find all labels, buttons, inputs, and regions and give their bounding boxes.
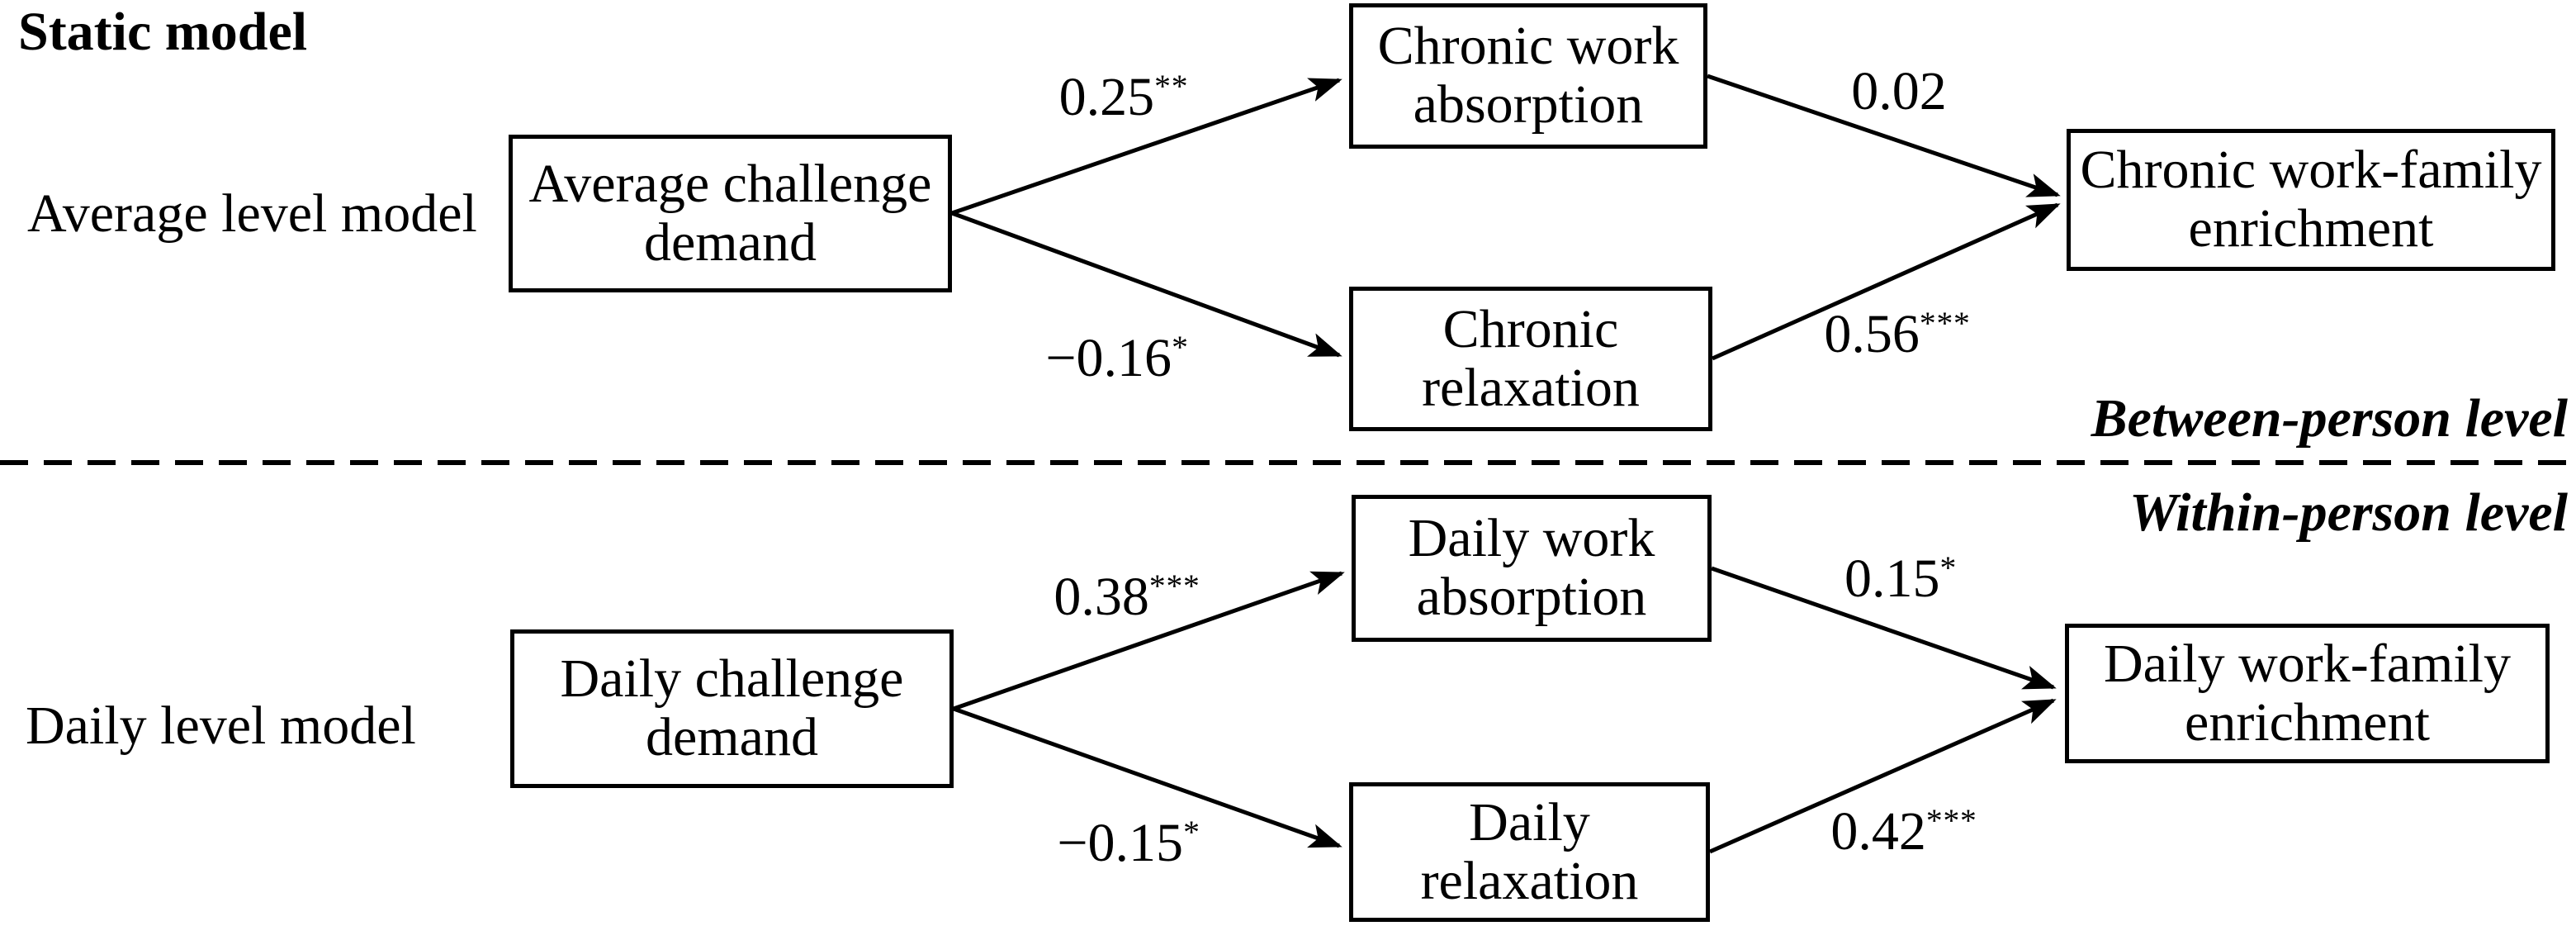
daily-challenge-demand-label: Daily challenge demand xyxy=(560,648,904,767)
chronic-relaxation-box: Chronic relaxation xyxy=(1349,287,1712,431)
chronic-work-absorption-label: Chronic work absorption xyxy=(1377,16,1679,135)
daily-work-absorption-box: Daily work absorption xyxy=(1352,495,1712,642)
coef-value: 0.38 xyxy=(1054,567,1149,627)
coef-value: −0.16 xyxy=(1045,328,1172,388)
average-model-row-label: Average level model xyxy=(27,183,477,244)
coef-significance: *** xyxy=(1148,567,1200,605)
coef-value: 0.25 xyxy=(1058,67,1155,127)
coef-significance: * xyxy=(1172,329,1189,366)
chronic-relaxation-label: Chronic relaxation xyxy=(1422,298,1640,418)
coef-value: 0.42 xyxy=(1830,801,1926,862)
daily-work-family-enrichment-box: Daily work-family enrichment xyxy=(2065,624,2550,763)
coef-daily-demand-to-absorption: 0.38*** xyxy=(1054,567,1200,627)
coef-significance: * xyxy=(1939,549,1958,586)
daily-challenge-demand-box: Daily challenge demand xyxy=(510,629,954,788)
coef-avg-demand-to-absorption: 0.25** xyxy=(1058,67,1189,127)
within-person-level-label: Within-person level xyxy=(2129,482,2568,543)
coef-daily-relaxation-to-enrichment: 0.42*** xyxy=(1830,802,1977,859)
coef-value: −0.15 xyxy=(1057,813,1184,873)
daily-relaxation-label: Daily relaxation xyxy=(1420,791,1639,911)
average-challenge-demand-label: Average challenge demand xyxy=(528,153,932,273)
coef-value: 0.02 xyxy=(1851,61,1947,121)
coef-daily-demand-to-relaxation: −0.15* xyxy=(1057,813,1200,873)
daily-work-absorption-label: Daily work absorption xyxy=(1408,508,1655,627)
arrow-daily-relaxation-to-enrichment xyxy=(1708,698,2057,854)
chronic-work-family-enrichment-label: Chronic work-family enrichment xyxy=(2080,140,2542,259)
arrow-chronic-absorption-to-enrichment xyxy=(1707,74,2061,197)
daily-work-family-enrichment-label: Daily work-family enrichment xyxy=(2103,633,2512,753)
coef-value: 0.56 xyxy=(1824,304,1920,364)
arrow-daily-demand-to-daily-absorption xyxy=(953,571,1345,711)
chronic-work-family-enrichment-box: Chronic work-family enrichment xyxy=(2067,129,2555,271)
between-person-level-label: Between-person level xyxy=(2091,388,2568,449)
coef-value: 0.15 xyxy=(1844,548,1940,609)
coef-chronic-absorption-to-enrichment: 0.02 xyxy=(1851,64,1947,119)
arrow-daily-absorption-to-enrichment xyxy=(1711,566,2057,690)
coef-significance: *** xyxy=(1919,305,1971,342)
arrow-daily-demand-to-daily-relaxation xyxy=(953,706,1342,848)
daily-model-row-label: Daily level model xyxy=(26,696,416,756)
coef-daily-absorption-to-enrichment: 0.15* xyxy=(1844,549,1958,606)
chronic-work-absorption-box: Chronic work absorption xyxy=(1349,3,1707,149)
figure-title: Static model xyxy=(18,2,308,62)
coef-significance: * xyxy=(1183,814,1200,851)
coef-avg-demand-to-relaxation: −0.16* xyxy=(1045,328,1189,388)
arrow-avg-demand-to-chronic-relaxation xyxy=(951,211,1342,358)
arrow-chronic-relaxation-to-enrichment xyxy=(1711,202,2061,361)
arrow-avg-demand-to-chronic-absorption xyxy=(951,78,1342,216)
coef-chronic-relaxation-to-enrichment: 0.56*** xyxy=(1824,304,1971,364)
coef-significance: ** xyxy=(1154,68,1189,105)
coef-significance: *** xyxy=(1925,802,1977,839)
average-challenge-demand-box: Average challenge demand xyxy=(509,135,952,292)
daily-relaxation-box: Daily relaxation xyxy=(1349,782,1710,922)
